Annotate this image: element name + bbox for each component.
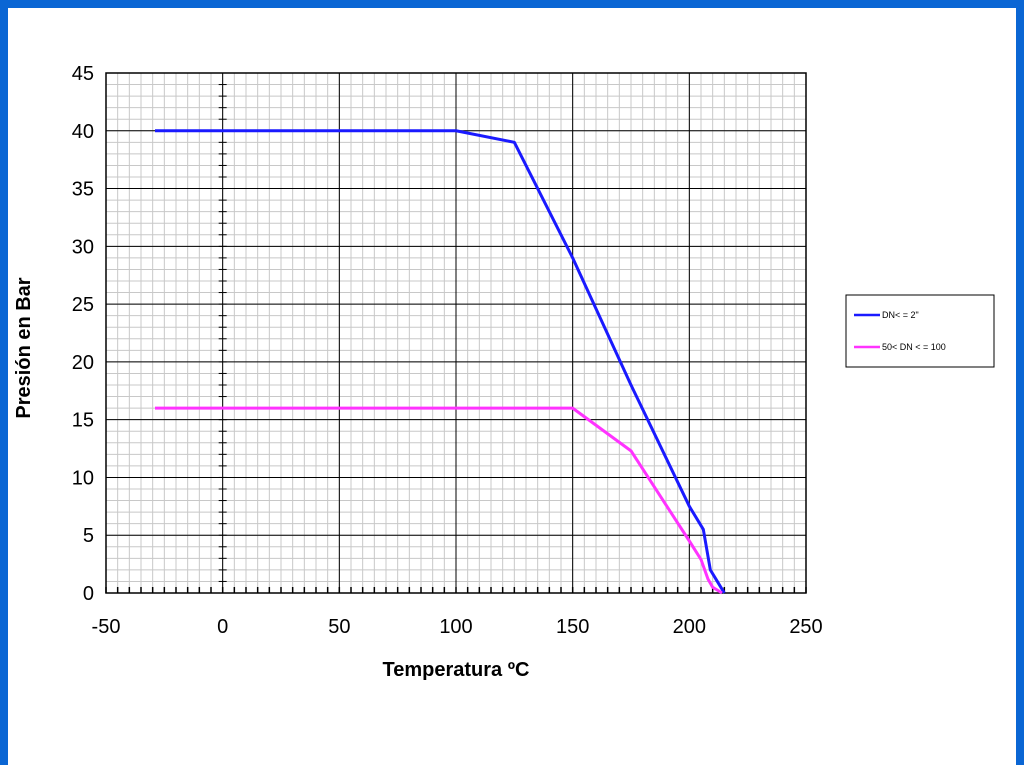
plot-border <box>105 72 807 594</box>
x-tick-label: 50 <box>328 616 350 638</box>
y-tick-label: 20 <box>72 352 94 374</box>
legend: DN< = 2" 50< DN < = 100 <box>845 294 995 368</box>
x-tick-label: 150 <box>556 616 589 638</box>
y-tick-label: 15 <box>72 410 94 432</box>
y-tick-label: 40 <box>72 121 94 143</box>
x-tick-label: 200 <box>673 616 706 638</box>
y-tick-label: 5 <box>83 525 94 547</box>
y-tick-label: 25 <box>72 294 94 316</box>
series-layer <box>155 129 726 595</box>
grid <box>105 72 807 594</box>
pressure-temperature-chart: -50 0 50 100 150 200 250 0 5 10 15 20 25 30 35 40 45 Tem… <box>13 63 995 681</box>
legend-label-1: DN< = 2" <box>882 310 919 320</box>
chart-frame: -50 0 50 100 150 200 250 0 5 10 15 20 25 30 35 40 45 Tem… <box>8 8 1016 765</box>
y-tick-label: 45 <box>72 63 94 85</box>
series-line-1 <box>155 129 726 594</box>
x-tick-label: 100 <box>439 616 472 638</box>
x-tick-label: 0 <box>217 616 228 638</box>
y-tick-label: 0 <box>83 583 94 605</box>
y-axis-title: Presión en Bar <box>13 277 35 418</box>
y-tick-label: 10 <box>72 467 94 489</box>
legend-label-2: 50< DN < = 100 <box>882 342 946 352</box>
series-line-2 <box>155 406 723 595</box>
x-axis-title: Temperatura ºC <box>383 659 530 681</box>
y-tick-label: 30 <box>72 236 94 258</box>
y-tick-label: 35 <box>72 179 94 201</box>
legend-box <box>845 294 995 368</box>
x-tick-label: -50 <box>92 616 121 638</box>
x-tick-label: 250 <box>789 616 822 638</box>
tick-labels: -50 0 50 100 150 200 250 0 5 10 15 20 25 30 35 40 45 <box>72 63 823 638</box>
